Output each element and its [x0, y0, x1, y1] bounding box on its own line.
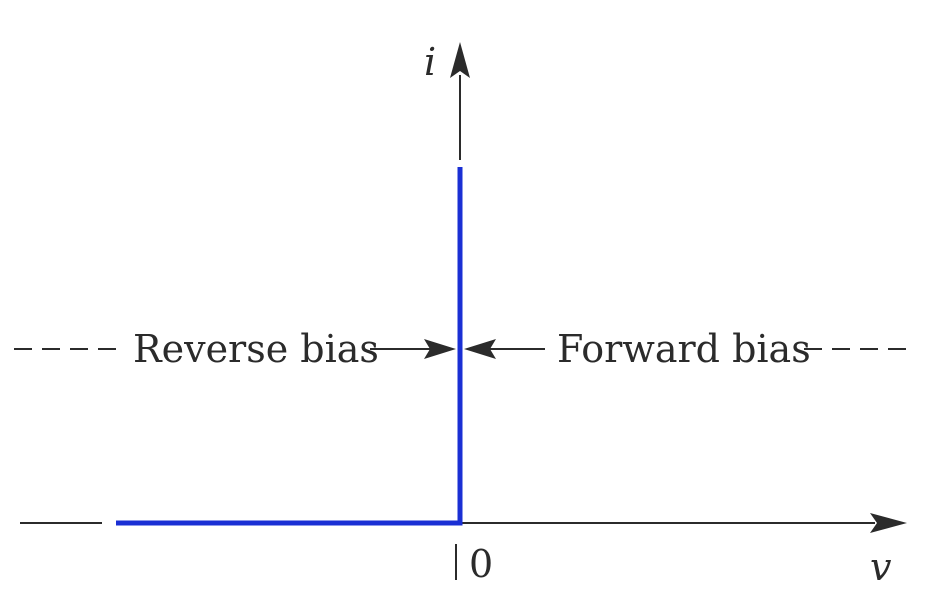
forward-bias-label: Forward bias: [557, 327, 811, 371]
reverse-bias-arrowhead: [424, 339, 456, 359]
y-axis-label: i: [424, 40, 436, 84]
x-axis-arrowhead: [870, 513, 907, 533]
y-axis-arrowhead: [450, 42, 470, 78]
origin-label: 0: [469, 542, 493, 586]
iv-curve: [116, 167, 463, 526]
reverse-bias-label: Reverse bias: [133, 327, 379, 371]
x-axis-label: v: [870, 545, 892, 589]
